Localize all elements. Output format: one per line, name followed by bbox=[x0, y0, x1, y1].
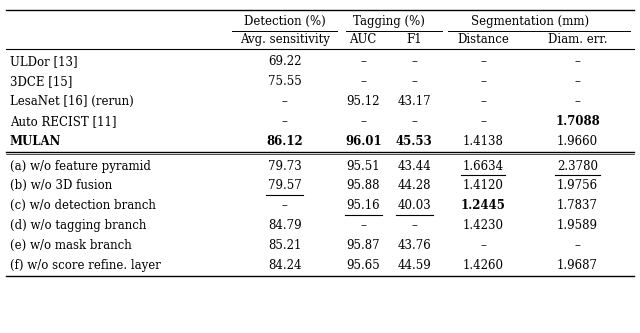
Text: –: – bbox=[575, 239, 580, 252]
Text: 43.17: 43.17 bbox=[397, 95, 431, 108]
Text: Auto RECIST [11]: Auto RECIST [11] bbox=[10, 115, 116, 128]
Text: Detection (%): Detection (%) bbox=[244, 15, 326, 28]
Text: 1.4138: 1.4138 bbox=[463, 135, 504, 148]
Text: 1.6634: 1.6634 bbox=[463, 160, 504, 172]
Text: –: – bbox=[575, 55, 580, 68]
Text: (c) w/o detection branch: (c) w/o detection branch bbox=[10, 199, 156, 212]
Text: 95.51: 95.51 bbox=[346, 160, 380, 172]
Text: 84.79: 84.79 bbox=[268, 219, 301, 232]
Text: –: – bbox=[480, 239, 486, 252]
Text: –: – bbox=[480, 95, 486, 108]
Text: 1.7837: 1.7837 bbox=[557, 199, 598, 212]
Text: 1.4120: 1.4120 bbox=[463, 179, 504, 192]
Text: Diam. err.: Diam. err. bbox=[548, 33, 607, 46]
Text: ULDor [13]: ULDor [13] bbox=[10, 55, 77, 68]
Text: 1.4230: 1.4230 bbox=[463, 219, 504, 232]
Text: –: – bbox=[412, 75, 417, 88]
Text: 1.9660: 1.9660 bbox=[557, 135, 598, 148]
Text: LesaNet [16] (rerun): LesaNet [16] (rerun) bbox=[10, 95, 133, 108]
Text: 95.16: 95.16 bbox=[346, 199, 380, 212]
Text: F1: F1 bbox=[406, 33, 422, 46]
Text: –: – bbox=[360, 75, 366, 88]
Text: 84.24: 84.24 bbox=[268, 259, 301, 272]
Text: 85.21: 85.21 bbox=[268, 239, 301, 252]
Text: 1.2445: 1.2445 bbox=[461, 199, 506, 212]
Text: –: – bbox=[360, 115, 366, 128]
Text: –: – bbox=[360, 219, 366, 232]
Text: 1.9756: 1.9756 bbox=[557, 179, 598, 192]
Text: 44.59: 44.59 bbox=[397, 259, 431, 272]
Text: 1.9687: 1.9687 bbox=[557, 259, 598, 272]
Text: –: – bbox=[412, 219, 417, 232]
Text: –: – bbox=[412, 55, 417, 68]
Text: –: – bbox=[480, 115, 486, 128]
Text: 1.9589: 1.9589 bbox=[557, 219, 598, 232]
Text: –: – bbox=[575, 75, 580, 88]
Text: 2.3780: 2.3780 bbox=[557, 160, 598, 172]
Text: 1.7088: 1.7088 bbox=[556, 115, 600, 128]
Text: 44.28: 44.28 bbox=[397, 179, 431, 192]
Text: 69.22: 69.22 bbox=[268, 55, 301, 68]
Text: MULAN: MULAN bbox=[10, 135, 61, 148]
Text: 95.12: 95.12 bbox=[346, 95, 380, 108]
Text: (a) w/o feature pyramid: (a) w/o feature pyramid bbox=[10, 160, 150, 172]
Text: 45.53: 45.53 bbox=[396, 135, 433, 148]
Text: Tagging (%): Tagging (%) bbox=[353, 15, 425, 28]
Text: 96.01: 96.01 bbox=[345, 135, 381, 148]
Text: –: – bbox=[412, 115, 417, 128]
Text: Segmentation (mm): Segmentation (mm) bbox=[471, 15, 589, 28]
Text: –: – bbox=[480, 75, 486, 88]
Text: 79.73: 79.73 bbox=[268, 160, 301, 172]
Text: 95.88: 95.88 bbox=[346, 179, 380, 192]
Text: –: – bbox=[575, 95, 580, 108]
Text: 86.12: 86.12 bbox=[266, 135, 303, 148]
Text: 40.03: 40.03 bbox=[397, 199, 431, 212]
Text: (e) w/o mask branch: (e) w/o mask branch bbox=[10, 239, 131, 252]
Text: –: – bbox=[282, 95, 288, 108]
Text: –: – bbox=[480, 55, 486, 68]
Text: (f) w/o score refine. layer: (f) w/o score refine. layer bbox=[10, 259, 161, 272]
Text: 43.76: 43.76 bbox=[397, 239, 431, 252]
Text: 79.57: 79.57 bbox=[268, 179, 301, 192]
Text: Avg. sensitivity: Avg. sensitivity bbox=[240, 33, 330, 46]
Text: –: – bbox=[282, 199, 288, 212]
Text: (d) w/o tagging branch: (d) w/o tagging branch bbox=[10, 219, 146, 232]
Text: AUC: AUC bbox=[349, 33, 377, 46]
Text: 3DCE [15]: 3DCE [15] bbox=[10, 75, 72, 88]
Text: 95.87: 95.87 bbox=[346, 239, 380, 252]
Text: 75.55: 75.55 bbox=[268, 75, 301, 88]
Text: Distance: Distance bbox=[457, 33, 509, 46]
Text: (b) w/o 3D fusion: (b) w/o 3D fusion bbox=[10, 179, 112, 192]
Text: 95.65: 95.65 bbox=[346, 259, 380, 272]
Text: –: – bbox=[360, 55, 366, 68]
Text: 1.4260: 1.4260 bbox=[463, 259, 504, 272]
Text: –: – bbox=[282, 115, 288, 128]
Text: 43.44: 43.44 bbox=[397, 160, 431, 172]
